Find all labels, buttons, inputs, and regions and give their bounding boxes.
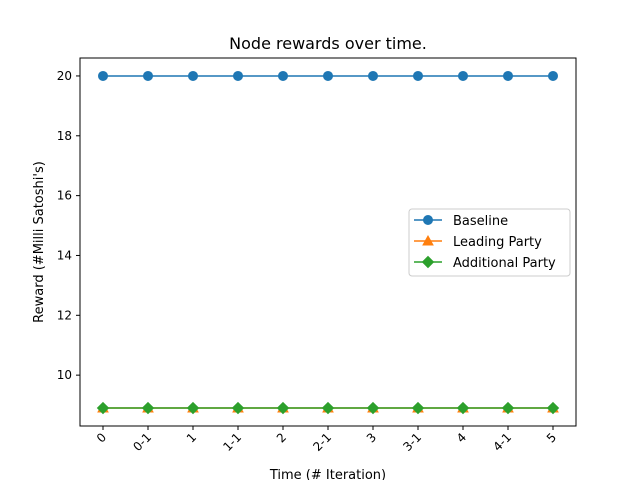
data-point-additional-party bbox=[501, 401, 515, 415]
y-tick-label: 20 bbox=[57, 69, 72, 83]
data-point-additional-party bbox=[321, 401, 335, 415]
data-point-baseline bbox=[278, 70, 288, 81]
data-point-additional-party bbox=[456, 401, 470, 415]
legend-marker bbox=[422, 234, 434, 246]
data-point-baseline bbox=[143, 70, 153, 81]
legend-marker bbox=[423, 215, 433, 225]
data-point-additional-party bbox=[276, 401, 290, 415]
data-point-baseline bbox=[413, 70, 423, 81]
data-point-additional-party bbox=[546, 401, 560, 415]
legend-box bbox=[408, 208, 571, 277]
y-tick-label: 14 bbox=[57, 248, 72, 262]
y-tick-label: 18 bbox=[57, 129, 72, 143]
x-axis-label: Time (# Iteration) bbox=[269, 468, 386, 480]
y-axis-label: Reward (#Milli Satoshi's) bbox=[32, 161, 47, 323]
y-tick-label: 10 bbox=[57, 368, 72, 382]
data-point-baseline bbox=[323, 70, 333, 81]
data-point-baseline bbox=[503, 70, 513, 81]
data-point-baseline bbox=[458, 70, 468, 81]
plot-series bbox=[96, 70, 560, 415]
y-axis-ticks: 10 12 14 16 18 20 bbox=[57, 69, 80, 382]
data-point-additional-party bbox=[366, 401, 380, 415]
data-point-baseline bbox=[368, 70, 378, 81]
legend-label: Additional Party bbox=[453, 256, 556, 271]
data-point-additional-party bbox=[96, 401, 110, 415]
y-tick-label: 12 bbox=[57, 308, 72, 322]
data-point-baseline bbox=[233, 70, 243, 81]
legend-entries: Baseline Leading Party Additional Party bbox=[414, 214, 556, 271]
data-point-baseline bbox=[548, 70, 558, 81]
legend-label: Baseline bbox=[453, 214, 508, 229]
data-point-baseline bbox=[188, 70, 198, 81]
data-point-additional-party bbox=[141, 401, 155, 415]
legend: Baseline Leading Party Additional Party bbox=[408, 208, 571, 277]
data-point-additional-party bbox=[411, 401, 425, 415]
legend-marker bbox=[421, 255, 435, 269]
legend-label: Leading Party bbox=[453, 235, 542, 250]
data-point-baseline bbox=[98, 70, 108, 81]
data-point-additional-party bbox=[186, 401, 200, 415]
y-tick-label: 16 bbox=[57, 189, 72, 203]
chart-title: Node rewards over time. bbox=[229, 34, 427, 53]
data-point-additional-party bbox=[231, 401, 245, 415]
